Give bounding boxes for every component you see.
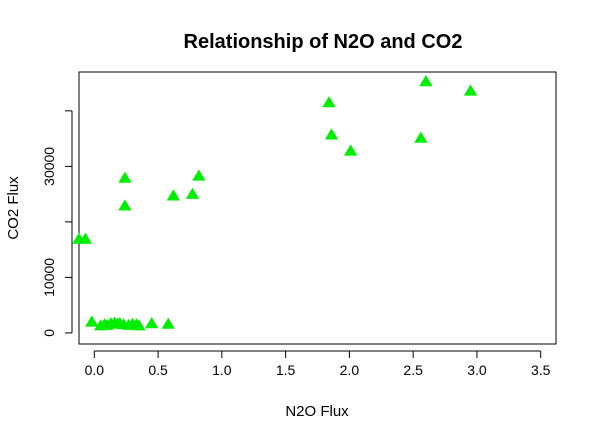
x-tick-label: 1.0 [212, 362, 232, 378]
data-point [192, 169, 206, 181]
data-point [118, 199, 132, 211]
y-tick-label: 30000 [41, 147, 57, 186]
data-point [85, 315, 99, 327]
data-point [161, 317, 175, 329]
data-point [322, 96, 336, 108]
plot-frame [78, 71, 557, 345]
y-tick-label: 0 [41, 329, 57, 337]
x-axis-label: N2O Flux [285, 403, 349, 420]
data-point [118, 171, 132, 183]
data-point [324, 128, 339, 140]
x-tick-label: 2.5 [403, 362, 423, 378]
x-tick-label: 0.0 [85, 362, 105, 378]
x-tick-label: 0.5 [148, 362, 168, 378]
x-tick-label: 3.5 [531, 362, 551, 378]
x-tick-label: 3.0 [467, 362, 487, 378]
data-point [185, 187, 200, 199]
data-point [414, 131, 428, 143]
y-axis-label: CO2 Flux [5, 176, 22, 240]
data-points [72, 75, 478, 331]
y-tick-label: 10000 [41, 258, 57, 297]
data-point [463, 84, 478, 96]
x-axis: 0.0 0.5 1.0 1.5 2.0 2.5 3.0 3.5 [85, 350, 551, 378]
data-point [78, 232, 92, 244]
data-point [166, 189, 180, 201]
chart-title: Relationship of N2O and CO2 [184, 31, 463, 53]
y-axis: 0 10000 30000 [41, 110, 73, 337]
x-tick-label: 2.0 [340, 362, 360, 378]
x-tick-label: 1.5 [276, 362, 296, 378]
data-point [132, 319, 146, 331]
data-point [419, 75, 433, 87]
data-point [145, 317, 159, 329]
data-point [344, 144, 358, 156]
